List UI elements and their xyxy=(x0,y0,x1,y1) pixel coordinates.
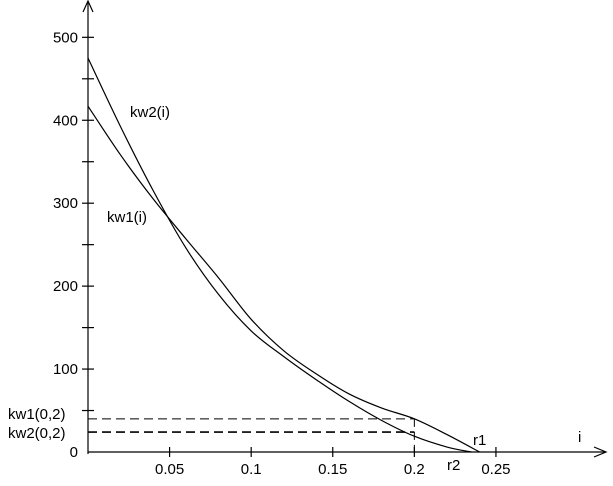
x-axis-label: i xyxy=(578,429,581,446)
series-label-kw2: kw2(i) xyxy=(130,104,170,121)
axes xyxy=(82,0,608,458)
series-label-kw1: kw1(i) xyxy=(107,209,147,226)
x-tick-label: 0.25 xyxy=(481,461,510,478)
series-line-1 xyxy=(87,105,480,453)
x-tick-label: 0.05 xyxy=(155,461,184,478)
ticks xyxy=(82,36,497,457)
guide-lines xyxy=(88,418,415,452)
y-tick-label: 400 xyxy=(53,112,78,129)
annotation-r1: r1 xyxy=(473,432,486,449)
annotation-kw1: kw1(0,2) xyxy=(8,406,66,423)
y-axis-arrow xyxy=(82,0,94,13)
y-tick-label: 500 xyxy=(53,29,78,46)
labels: 0.05 0.1 0.15 0.2 0.25 0 100 200 300 400 500 kw1(i)… xyxy=(8,29,581,478)
series-lines xyxy=(87,57,480,453)
y-tick-label: 200 xyxy=(53,278,78,295)
y-tick-label: 300 xyxy=(53,195,78,212)
series-line-2 xyxy=(87,57,472,453)
annotation-r2: r2 xyxy=(447,457,460,474)
x-tick-label: 0.1 xyxy=(241,461,262,478)
x-axis-arrow xyxy=(593,446,608,458)
annotation-kw2: kw2(0,2) xyxy=(8,425,66,442)
y-tick-label: 0 xyxy=(70,444,78,461)
x-tick-label: 0.15 xyxy=(318,461,347,478)
y-tick-label: 100 xyxy=(53,361,78,378)
x-tick-label: 0.2 xyxy=(404,461,425,478)
